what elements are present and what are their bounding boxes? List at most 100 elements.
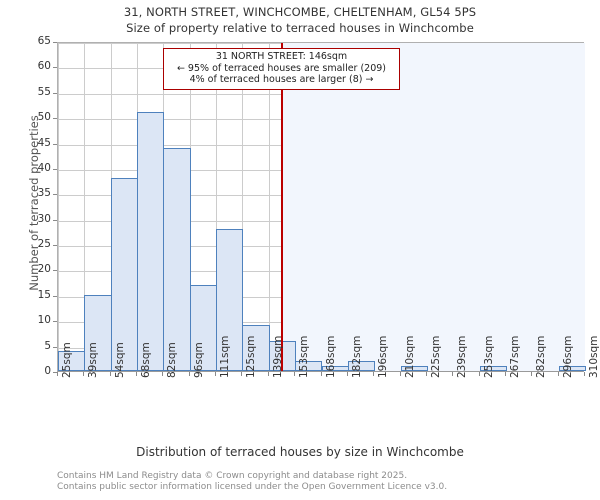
x-axis-tick-label: 68sqm xyxy=(140,342,153,378)
x-axis-tick-label: 196sqm xyxy=(377,335,390,378)
x-axis-tick-mark xyxy=(373,372,375,376)
x-axis-tick-mark xyxy=(136,372,138,376)
y-axis-tick-label: 10 xyxy=(37,314,51,327)
y-axis-tick-mark xyxy=(53,168,57,170)
x-axis-tick-label: 282sqm xyxy=(535,335,548,378)
x-axis-tick-label: 239sqm xyxy=(456,335,469,378)
footer-attribution: Contains HM Land Registry data © Crown c… xyxy=(57,471,597,493)
x-axis-tick-mark xyxy=(320,372,322,376)
histogram-bar xyxy=(347,360,376,371)
y-axis-tick-label: 50 xyxy=(37,111,51,124)
chart-title-block: 31, NORTH STREET, WINCHCOMBE, CHELTENHAM… xyxy=(0,4,600,36)
gridline-vertical xyxy=(84,43,86,371)
y-axis-tick-label: 35 xyxy=(37,187,51,200)
x-axis-tick-label: 111sqm xyxy=(219,335,232,378)
x-axis-tick-mark xyxy=(267,372,269,376)
histogram-bar xyxy=(216,228,244,371)
y-axis-tick-mark xyxy=(53,194,57,196)
x-axis-tick-mark xyxy=(215,372,217,376)
annotation-callout: 31 NORTH STREET: 146sqm ← 95% of terrace… xyxy=(163,48,400,90)
x-axis-title: Distribution of terraced houses by size … xyxy=(136,445,464,459)
y-axis-tick-mark xyxy=(53,42,57,43)
y-axis-tick-label: 55 xyxy=(37,85,51,98)
gridline-vertical xyxy=(58,43,59,371)
x-axis-tick-mark xyxy=(83,372,85,376)
y-axis-tick-mark xyxy=(53,346,57,348)
y-axis-tick-label: 0 xyxy=(44,365,51,377)
y-axis-tick-mark xyxy=(53,118,57,120)
x-axis-tick-mark xyxy=(241,372,243,376)
x-axis-tick-label: 54sqm xyxy=(113,342,126,378)
x-axis-tick-label: 96sqm xyxy=(192,342,205,378)
chart-subtitle: Size of property relative to terraced ho… xyxy=(126,21,474,35)
x-axis-tick-mark xyxy=(294,372,296,376)
plot-area xyxy=(57,42,586,372)
x-axis-tick-label: 82sqm xyxy=(166,342,179,378)
y-axis-tick-mark xyxy=(53,270,57,272)
x-axis-tick-mark xyxy=(425,372,427,376)
y-axis-title: Number of terraced properties xyxy=(27,115,41,291)
x-axis-tick-label: 182sqm xyxy=(350,335,363,378)
x-axis-tick-mark xyxy=(399,372,401,376)
y-axis-tick-label: 30 xyxy=(37,212,51,225)
histogram-bar xyxy=(137,112,165,371)
y-axis-tick-mark xyxy=(53,295,57,297)
annotation-line-1: 31 NORTH STREET: 146sqm xyxy=(215,51,348,62)
histogram-bar xyxy=(400,365,428,371)
y-axis-tick-mark xyxy=(53,321,57,323)
x-axis-tick-mark xyxy=(557,372,559,376)
x-axis-tick-mark xyxy=(504,372,506,376)
annotation-line-3: 4% of terraced houses are larger (8) → xyxy=(189,74,374,85)
x-axis-tick-label: 225sqm xyxy=(429,335,442,378)
x-axis-tick-label: 25sqm xyxy=(61,342,73,378)
gridline-vertical xyxy=(268,43,270,371)
y-axis-tick-label: 65 xyxy=(37,35,51,47)
y-axis-tick-label: 20 xyxy=(37,263,51,276)
x-axis-tick-mark xyxy=(188,372,190,376)
footer-line-1: Contains HM Land Registry data © Crown c… xyxy=(57,471,408,481)
y-axis-tick-mark xyxy=(53,67,57,69)
x-axis-tick-label: 153sqm xyxy=(298,335,311,378)
y-axis-tick-label: 60 xyxy=(37,60,51,73)
y-axis-tick-label: 25 xyxy=(37,238,51,251)
histogram-bar xyxy=(84,294,112,371)
marker-line xyxy=(280,43,283,371)
gridline-vertical xyxy=(242,43,244,371)
y-axis-tick-mark xyxy=(53,143,57,145)
x-axis-tick-mark xyxy=(346,372,348,376)
histogram-bar xyxy=(189,284,218,371)
y-axis-tick-mark xyxy=(53,372,57,373)
x-axis-tick-label: 168sqm xyxy=(324,335,337,378)
histogram-bar xyxy=(163,147,191,371)
x-axis-tick-label: 296sqm xyxy=(561,335,574,378)
x-axis-tick-mark xyxy=(162,372,164,376)
x-axis-tick-mark xyxy=(109,372,111,376)
y-axis-tick-mark xyxy=(53,245,57,247)
x-axis-tick-mark xyxy=(478,372,480,376)
x-axis-tick-mark xyxy=(57,372,58,376)
histogram-bar xyxy=(242,325,270,371)
x-axis-tick-label: 125sqm xyxy=(245,335,258,378)
histogram-bar xyxy=(558,365,586,371)
page-title: 31, NORTH STREET, WINCHCOMBE, CHELTENHAM… xyxy=(123,5,477,19)
x-axis-tick-mark xyxy=(531,372,533,376)
x-axis-tick-label: 267sqm xyxy=(508,335,521,378)
annotation-line-2: ← 95% of terraced houses are smaller (20… xyxy=(176,62,387,74)
x-axis-tick-label: 39sqm xyxy=(87,342,100,378)
y-axis-tick-mark xyxy=(53,92,57,94)
x-axis-tick-label: 210sqm xyxy=(403,335,416,378)
y-axis-tick-label: 45 xyxy=(37,136,51,149)
y-axis-tick-label: 5 xyxy=(44,339,51,352)
y-axis-tick-label: 15 xyxy=(37,288,51,301)
histogram-bar xyxy=(479,365,507,371)
x-axis-tick-label: 139sqm xyxy=(271,335,284,378)
y-axis-tick-label: 40 xyxy=(37,161,51,174)
shaded-larger-region xyxy=(281,43,585,371)
x-axis-tick-mark xyxy=(584,372,585,376)
y-axis-tick-mark xyxy=(53,219,57,221)
x-axis-tick-label: 253sqm xyxy=(482,335,495,378)
footer-line-2: Contains public sector information licen… xyxy=(57,482,448,492)
x-axis-tick-mark xyxy=(452,372,454,376)
gridline-vertical xyxy=(216,43,218,371)
